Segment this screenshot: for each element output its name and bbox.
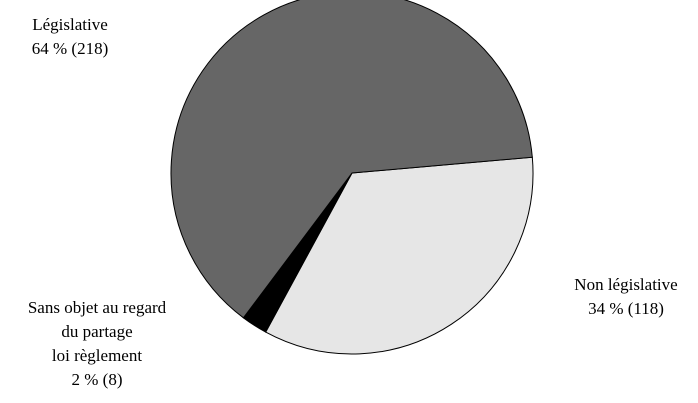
slice-label-non-legislative-name: Non législative — [574, 275, 677, 294]
label-non-legislative: Non législative 34 % (118) — [574, 275, 677, 318]
pie-slice-legislative — [170, 0, 533, 319]
slice-label-sans-objet-line-3: loi règlement — [52, 346, 142, 365]
label-legislative: Législative 64 % (218) — [32, 15, 108, 58]
slice-label-legislative-name: Législative — [32, 15, 108, 34]
slice-label-sans-objet-line-2: du partage — [61, 322, 132, 341]
slice-label-sans-objet-value: 2 % (8) — [72, 370, 123, 389]
pie-slice-non-legislative — [264, 156, 534, 355]
label-sans-objet: Sans objet au regard du partage loi règl… — [28, 298, 167, 389]
slice-label-sans-objet-line-1: Sans objet au regard — [28, 298, 167, 317]
pie-slices — [170, 0, 534, 355]
slice-label-legislative-value: 64 % (218) — [32, 39, 108, 58]
slice-label-non-legislative-value: 34 % (118) — [588, 299, 664, 318]
